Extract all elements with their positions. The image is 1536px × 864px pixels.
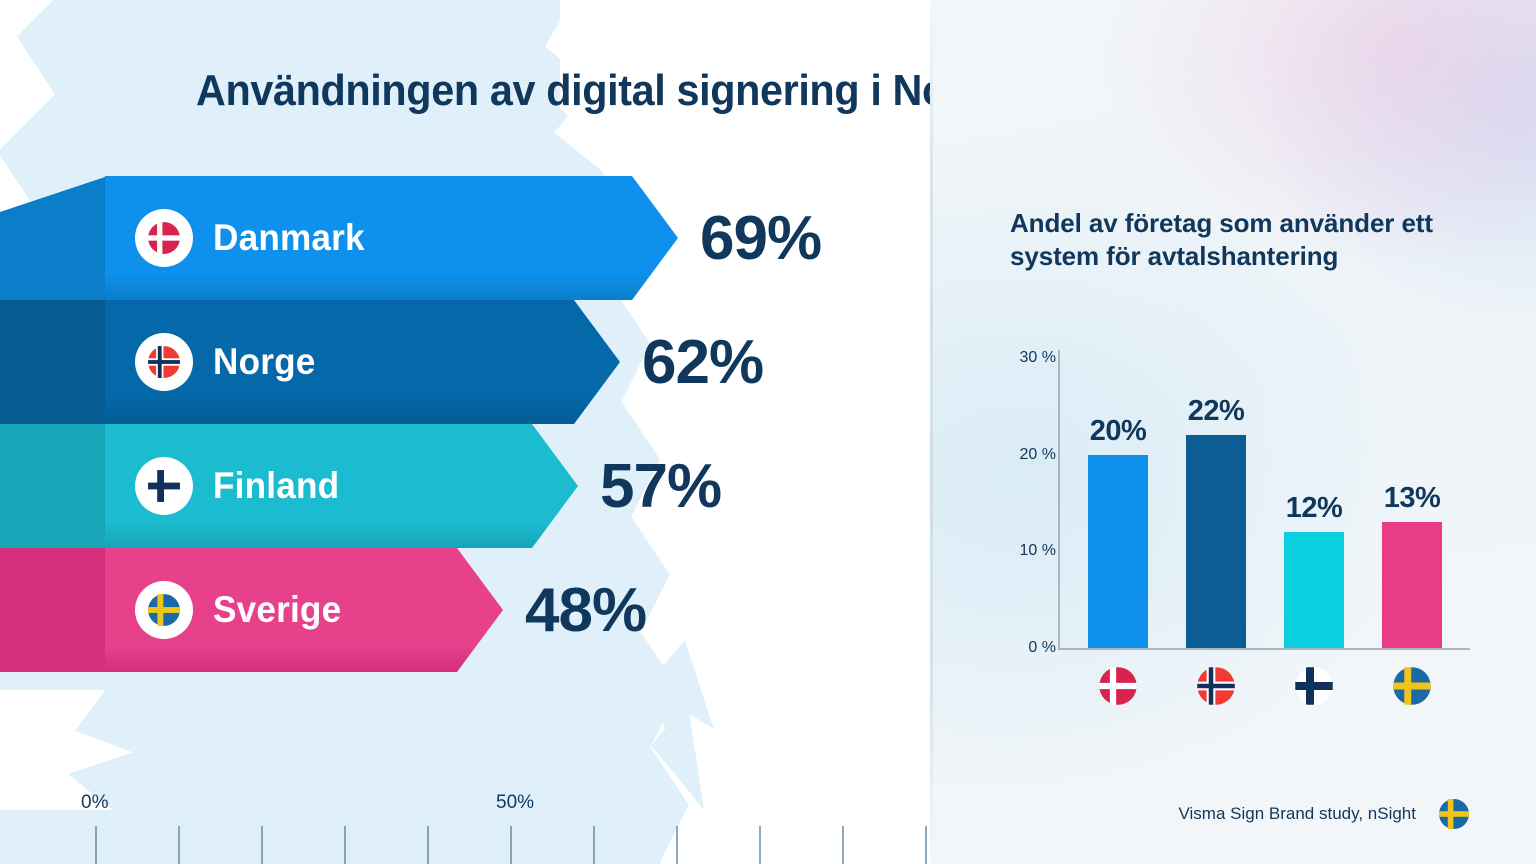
country-bar-finland: Finland (105, 424, 578, 548)
chart-y-tick-label: 10 % (1019, 542, 1056, 560)
page-title: Användningen av digital signering i Nord… (196, 66, 930, 115)
country-bar-norge: Norge (105, 300, 620, 424)
chart-bar-sverige: 13% (1382, 482, 1442, 648)
axis-tick (95, 826, 97, 864)
chart-bar-value-label: 22% (1187, 395, 1245, 427)
contract-system-bar-chart: 0 % 10 % 20 % 30 % 20% 22% 12% 13% (1010, 349, 1480, 710)
left-panel: Användningen av digital signering i Nord… (0, 0, 930, 864)
axis-tick (842, 826, 844, 864)
country-label: Sverige (213, 589, 342, 630)
chart-y-axis (1058, 350, 1060, 650)
footer: Visma Sign Brand study, nSight (930, 798, 1536, 830)
chart-y-tick-label: 0 % (1028, 639, 1056, 656)
country-bar-danmark: Danmark (105, 176, 678, 300)
bar-content: Danmark (105, 176, 373, 300)
axis-tick (925, 826, 927, 864)
sweden-flag-icon (1438, 798, 1470, 830)
chart-bar-danmark: 20% (1088, 415, 1148, 648)
sweden-flag-icon (1392, 666, 1432, 706)
axis-label-50: 50% (496, 792, 535, 813)
source-text: Visma Sign Brand study, nSight (1178, 804, 1416, 823)
country-value-label: 57% (600, 451, 722, 521)
chart-bar-value-label: 12% (1285, 492, 1343, 524)
right-panel: Andel av företag som använder ett system… (930, 0, 1536, 864)
bar-fold-shadow (0, 548, 108, 672)
chart-bar-finland: 12% (1284, 492, 1344, 648)
country-value-label: 48% (525, 575, 647, 645)
country-bar-row: Finland 57% (0, 424, 930, 548)
chart-y-tick-label: 30 % (1019, 349, 1056, 366)
axis-tick (759, 826, 761, 864)
country-bar-sverige: Sverige (105, 548, 503, 672)
bottom-axis: 0% 50% (0, 780, 930, 864)
panel-divider (930, 0, 933, 864)
axis-tick (676, 826, 678, 864)
chart-x-axis (1058, 648, 1470, 650)
axis-label-0: 0% (81, 792, 109, 813)
chart-bar-value-label: 13% (1383, 482, 1441, 514)
axis-tick (510, 826, 512, 864)
bar-fold-shadow (0, 424, 108, 548)
finland-flag-icon (135, 457, 193, 515)
norway-flag-icon (135, 333, 193, 391)
axis-tick (593, 826, 595, 864)
country-bar-row: Sverige 48% (0, 548, 930, 672)
chart-y-tick-label: 20 % (1019, 445, 1056, 463)
country-bar-row: Danmark 69% (0, 176, 930, 300)
norway-flag-icon (1196, 666, 1236, 706)
country-value-label: 69% (700, 203, 822, 273)
bar-fold-shadow (0, 176, 108, 300)
country-label: Danmark (213, 217, 365, 258)
denmark-flag-icon (1098, 666, 1138, 706)
right-panel-subtitle: Andel av företag som använder ett system… (1010, 208, 1433, 272)
bar-content: Finland (105, 424, 346, 548)
country-bar-row: Norge 62% (0, 300, 930, 424)
denmark-flag-icon (135, 209, 193, 267)
country-value-label: 62% (642, 327, 764, 397)
bar-content: Norge (105, 300, 321, 424)
bar-content: Sverige (105, 548, 348, 672)
finland-flag-icon (1294, 666, 1334, 706)
country-label: Norge (213, 341, 316, 382)
bar-fold-shadow (0, 300, 108, 424)
chart-bar-value-label: 20% (1089, 415, 1147, 447)
country-label: Finland (213, 465, 340, 506)
axis-tick (178, 826, 180, 864)
country-bar-list: Danmark 69% Norge 62% (0, 176, 930, 672)
axis-tick (427, 826, 429, 864)
axis-tick (261, 826, 263, 864)
chart-bar-norge: 22% (1186, 395, 1246, 648)
axis-tick (344, 826, 346, 864)
sweden-flag-icon (135, 581, 193, 639)
